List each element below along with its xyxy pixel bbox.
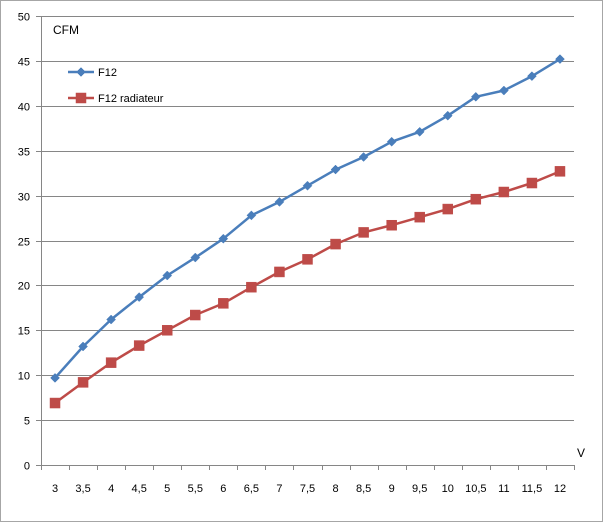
data-point (498, 186, 510, 198)
data-point (414, 126, 425, 137)
x-tick-label: 9 (389, 483, 395, 495)
data-point (554, 166, 566, 177)
x-tick-label: 5 (164, 483, 170, 495)
y-axis-label: CFM (53, 23, 79, 37)
x-tick-label: 6,5 (244, 483, 259, 495)
data-point (162, 270, 173, 281)
series-1 (50, 54, 565, 383)
data-point (555, 54, 565, 64)
data-point (358, 152, 369, 162)
x-tick-label: 12 (554, 483, 566, 495)
series-line (53, 170, 562, 405)
y-tick-label: 15 (18, 326, 30, 338)
y-tick-label: 20 (18, 281, 30, 293)
series-layer (49, 54, 566, 409)
data-point (527, 71, 537, 82)
x-tick-label: 10,5 (465, 483, 486, 495)
y-tick-label: 50 (18, 12, 30, 24)
data-point (386, 136, 397, 147)
data-point (526, 177, 538, 189)
x-tick-label: 7,5 (300, 483, 315, 495)
y-tick-label: 25 (18, 237, 30, 249)
data-point (49, 397, 61, 409)
legend: F12 F12 radiateur (68, 67, 164, 105)
x-tick-label: 8,5 (356, 483, 371, 495)
y-tick-label: 35 (18, 147, 30, 159)
data-point (134, 292, 145, 302)
data-point (442, 110, 453, 121)
x-tick-label: 4,5 (132, 483, 147, 495)
data-point (246, 210, 257, 221)
data-point (190, 252, 201, 263)
data-point (386, 219, 397, 231)
series-2 (49, 166, 566, 409)
y-tick-label: 30 (18, 192, 30, 204)
data-point (274, 197, 285, 207)
axes: 0 5 10 15 20 25 30 35 40 45 50 3 3,5 4 4,5 5 5,5 6 6,5 7 7,5… (18, 12, 585, 496)
data-point (330, 164, 341, 175)
x-tick-label: 10 (442, 483, 454, 495)
x-tick-label: 8 (332, 483, 338, 495)
data-point (414, 211, 425, 223)
data-point (218, 233, 229, 244)
legend-marker (76, 67, 86, 77)
x-tick-label: 4 (108, 483, 114, 495)
gridlines (41, 16, 574, 421)
data-point (106, 314, 116, 325)
data-point (50, 373, 60, 383)
data-point (77, 377, 89, 388)
data-point (133, 340, 145, 351)
y-tick-label: 0 (24, 461, 30, 473)
y-tick-label: 5 (24, 416, 30, 428)
data-point (302, 180, 313, 191)
legend-label: F12 (98, 67, 117, 79)
x-tick-label: 5,5 (188, 483, 203, 495)
x-tick-label: 9,5 (412, 483, 427, 495)
legend-label: F12 radiateur (98, 93, 164, 105)
data-point (470, 193, 482, 205)
legend-marker (75, 92, 87, 104)
data-point (330, 238, 341, 250)
data-point (218, 298, 229, 309)
data-point (499, 85, 509, 96)
y-tick-label: 40 (18, 102, 30, 114)
data-point (274, 266, 285, 278)
y-tick-label: 10 (18, 371, 30, 383)
x-tick-label: 11,5 (522, 483, 543, 495)
x-tick-label: 3 (52, 483, 58, 495)
data-point (161, 325, 173, 336)
data-point (78, 341, 88, 352)
data-point (442, 203, 454, 215)
data-point (105, 357, 117, 368)
x-tick-label: 7 (276, 483, 282, 495)
legend-item: F12 (68, 67, 117, 79)
x-axis-label: V (577, 446, 585, 460)
x-tick-label: 3,5 (75, 483, 90, 495)
data-point (302, 254, 313, 265)
x-tick-label: 11 (498, 483, 509, 495)
x-tick-label: 6 (220, 483, 226, 495)
data-point (190, 309, 201, 321)
y-tick-label: 45 (18, 57, 30, 69)
legend-item: F12 radiateur (68, 92, 164, 105)
data-point (246, 281, 257, 293)
data-point (358, 227, 369, 238)
data-point (470, 91, 481, 102)
